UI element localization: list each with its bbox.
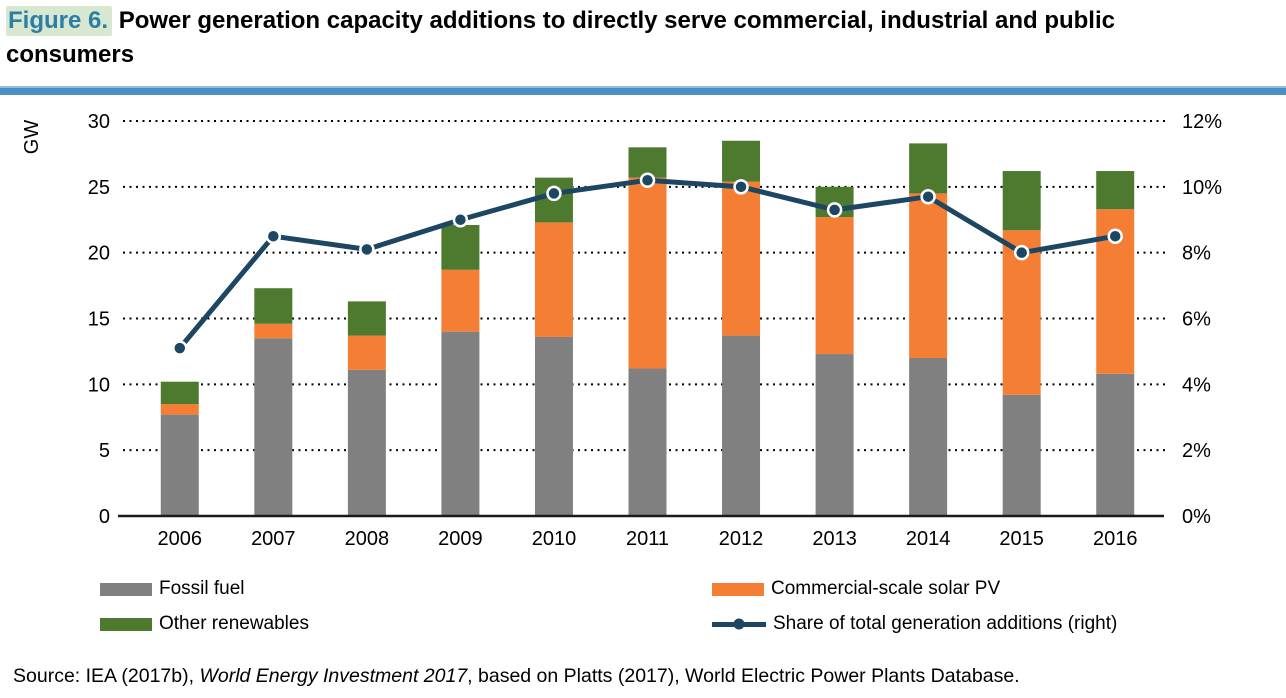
right-axis-tick-label: 12% [1182,111,1222,133]
year-label: 2007 [251,528,296,550]
bar-segment [160,404,199,415]
source-prefix: Source: IEA (2017b), [13,665,200,687]
share-point [1107,228,1123,244]
bar-segment [1096,171,1135,210]
bar-segment [347,369,386,516]
share-point [1013,244,1030,261]
year-label: 2009 [438,528,483,550]
right-axis-tick-label: 10% [1182,177,1222,199]
bar-segment [254,323,293,339]
legend-swatch [100,617,152,631]
legend-line-dot-icon [712,617,766,631]
legend-swatch [100,582,152,596]
right-axis-tick-label: 2% [1182,440,1211,462]
bar-segment [1002,171,1041,231]
bar-segment [722,335,761,516]
legend-label: Fossil fuel [159,578,245,599]
bar-segment [254,288,293,324]
left-axis-title: GW [21,119,43,155]
share-point [265,228,282,244]
share-point [359,241,375,258]
source-note: Source: IEA (2017b), World Energy Invest… [13,665,1020,688]
legend: Fossil fuel Commercial-scale solar PV Othe… [100,578,1118,634]
legend-dot-icon [733,618,745,630]
right-axis-ticks: 0% 2% 4% 6% 8% 10% 12% [1182,111,1222,528]
bars-group [160,140,1135,516]
bar-segment [628,368,667,516]
year-label: 2012 [719,528,764,550]
share-point [639,172,656,188]
share-point [546,185,562,202]
legend-label: Share of total generation additions (rig… [773,613,1118,634]
year-label: 2016 [1093,528,1138,550]
legend-label: Other renewables [159,613,309,634]
bar-segment [160,381,199,405]
left-axis-tick-label: 5 [99,440,110,462]
right-axis-tick-label: 8% [1182,243,1211,265]
bar-segment [909,143,948,194]
legend-item: Fossil fuel [100,578,712,599]
bar-segment [441,269,480,332]
figure-title: Figure 6. Power generation capacity addi… [6,4,1231,72]
share-point [452,212,469,228]
bar-segment [628,177,667,369]
year-label: 2014 [906,528,951,550]
bar-segment [441,225,480,270]
left-axis-tick-label: 10 [88,374,110,396]
left-axis-tick-label: 0 [99,506,110,528]
right-axis-tick-label: 4% [1182,374,1211,396]
year-label: 2015 [999,528,1044,550]
bar-segment [534,222,573,337]
legend-item: Share of total generation additions (rig… [712,613,1118,634]
year-label: 2010 [532,528,577,550]
right-axis-tick-label: 6% [1182,309,1211,331]
legend-item: Commercial-scale solar PV [712,578,1117,599]
left-axis-ticks: 0 5 10 15 20 25 30 [88,111,110,528]
bar-segment [347,335,386,370]
legend-item: Other renewables [100,613,712,634]
left-axis-tick-label: 25 [88,177,110,199]
bar-segment [1096,373,1135,516]
chart: 0 5 10 15 20 25 30 0% 2% 4% 6% 8% 10% 12% 2006 2007 2008… [88,111,1222,550]
left-axis-tick-label: 30 [88,111,110,133]
share-point [920,188,936,205]
bar-segment [441,331,480,516]
right-axis-tick-label: 0% [1182,506,1211,528]
bar-segment [1002,394,1041,516]
bar-segment [347,301,386,336]
bar-segment [534,336,573,516]
year-label: 2006 [158,528,203,550]
year-label: 2011 [626,528,669,550]
source-suffix: , based on Platts (2017), World Electric… [467,665,1020,687]
bar-segment [815,354,854,516]
bar-segment [722,181,761,336]
bar-segment [254,338,293,516]
year-label: 2008 [345,528,390,550]
share-point [826,202,843,218]
share-point [172,340,188,356]
left-axis-tick-label: 20 [88,243,110,265]
figure-label: Figure 6. [6,6,113,36]
bar-segment [722,140,761,182]
bar-segment [909,358,948,516]
source-italic: World Energy Investment 2017 [199,665,468,687]
bar-segment [815,217,854,355]
legend-label: Commercial-scale solar PV [771,578,1001,599]
year-label: 2013 [812,528,857,550]
divider-bar [0,86,1286,95]
x-axis-labels: 2006 2007 2008 2009 2010 2011 2012 2013 2014 2015… [158,528,1138,550]
left-axis-tick-label: 15 [88,309,110,331]
figure-title-text: Power generation capacity additions to d… [6,7,1115,68]
bar-segment [160,414,199,516]
share-line-group [172,172,1123,356]
share-point [733,179,749,195]
legend-swatch [712,582,764,596]
bar-segment [909,193,948,358]
